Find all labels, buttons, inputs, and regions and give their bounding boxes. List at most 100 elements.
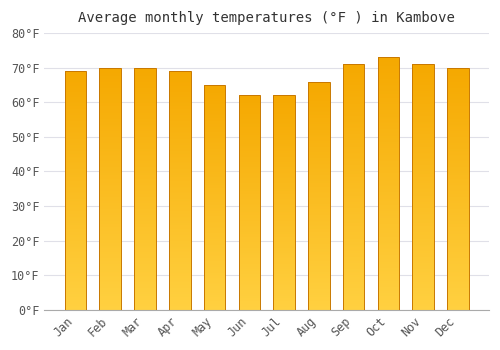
Bar: [343, 286, 364, 288]
Bar: [134, 296, 156, 298]
Bar: [447, 183, 468, 184]
Bar: [447, 120, 468, 121]
Bar: [412, 189, 434, 191]
Bar: [308, 197, 330, 198]
Bar: [308, 173, 330, 174]
Bar: [204, 242, 226, 244]
Bar: [447, 137, 468, 138]
Bar: [343, 110, 364, 111]
Bar: [100, 307, 121, 308]
Bar: [343, 272, 364, 273]
Bar: [64, 157, 86, 158]
Bar: [64, 188, 86, 189]
Bar: [447, 170, 468, 172]
Bar: [308, 214, 330, 215]
Bar: [64, 75, 86, 76]
Bar: [100, 153, 121, 154]
Bar: [412, 250, 434, 251]
Bar: [274, 113, 295, 114]
Bar: [100, 220, 121, 222]
Bar: [100, 82, 121, 84]
Bar: [412, 219, 434, 220]
Bar: [100, 197, 121, 198]
Bar: [238, 242, 260, 243]
Bar: [64, 122, 86, 124]
Bar: [343, 172, 364, 174]
Bar: [378, 157, 399, 158]
Bar: [308, 274, 330, 275]
Bar: [412, 274, 434, 275]
Bar: [378, 270, 399, 271]
Bar: [308, 90, 330, 91]
Bar: [447, 215, 468, 217]
Bar: [169, 160, 190, 161]
Bar: [169, 158, 190, 160]
Bar: [204, 185, 226, 186]
Bar: [447, 122, 468, 124]
Bar: [64, 117, 86, 118]
Bar: [134, 215, 156, 217]
Bar: [447, 91, 468, 92]
Bar: [412, 204, 434, 205]
Bar: [274, 202, 295, 203]
Bar: [238, 302, 260, 303]
Bar: [447, 145, 468, 146]
Bar: [100, 208, 121, 209]
Bar: [169, 79, 190, 81]
Bar: [238, 295, 260, 296]
Bar: [308, 101, 330, 102]
Bar: [343, 296, 364, 297]
Bar: [238, 287, 260, 288]
Bar: [134, 284, 156, 286]
Bar: [447, 194, 468, 195]
Bar: [274, 140, 295, 141]
Bar: [308, 93, 330, 94]
Bar: [169, 177, 190, 178]
Bar: [343, 291, 364, 293]
Bar: [308, 107, 330, 108]
Bar: [204, 245, 226, 246]
Bar: [274, 233, 295, 234]
Bar: [343, 204, 364, 205]
Bar: [134, 293, 156, 294]
Bar: [64, 220, 86, 222]
Bar: [134, 108, 156, 109]
Bar: [238, 247, 260, 248]
Bar: [308, 225, 330, 226]
Bar: [64, 180, 86, 181]
Bar: [64, 299, 86, 300]
Bar: [64, 206, 86, 207]
Bar: [134, 117, 156, 119]
Bar: [134, 280, 156, 281]
Bar: [64, 143, 86, 144]
Bar: [343, 222, 364, 223]
Bar: [343, 148, 364, 149]
Bar: [134, 199, 156, 201]
Bar: [134, 163, 156, 164]
Bar: [412, 75, 434, 77]
Bar: [64, 134, 86, 136]
Bar: [343, 143, 364, 144]
Bar: [447, 102, 468, 103]
Bar: [343, 241, 364, 242]
Bar: [274, 191, 295, 192]
Bar: [169, 290, 190, 292]
Bar: [100, 105, 121, 106]
Bar: [274, 267, 295, 268]
Bar: [169, 100, 190, 101]
Bar: [100, 93, 121, 95]
Bar: [238, 188, 260, 189]
Bar: [274, 159, 295, 160]
Bar: [308, 221, 330, 222]
Bar: [274, 119, 295, 120]
Bar: [378, 98, 399, 99]
Bar: [238, 197, 260, 198]
Bar: [204, 265, 226, 266]
Bar: [64, 107, 86, 108]
Bar: [447, 260, 468, 261]
Bar: [378, 264, 399, 266]
Bar: [204, 250, 226, 251]
Bar: [412, 231, 434, 232]
Bar: [343, 150, 364, 152]
Bar: [308, 143, 330, 144]
